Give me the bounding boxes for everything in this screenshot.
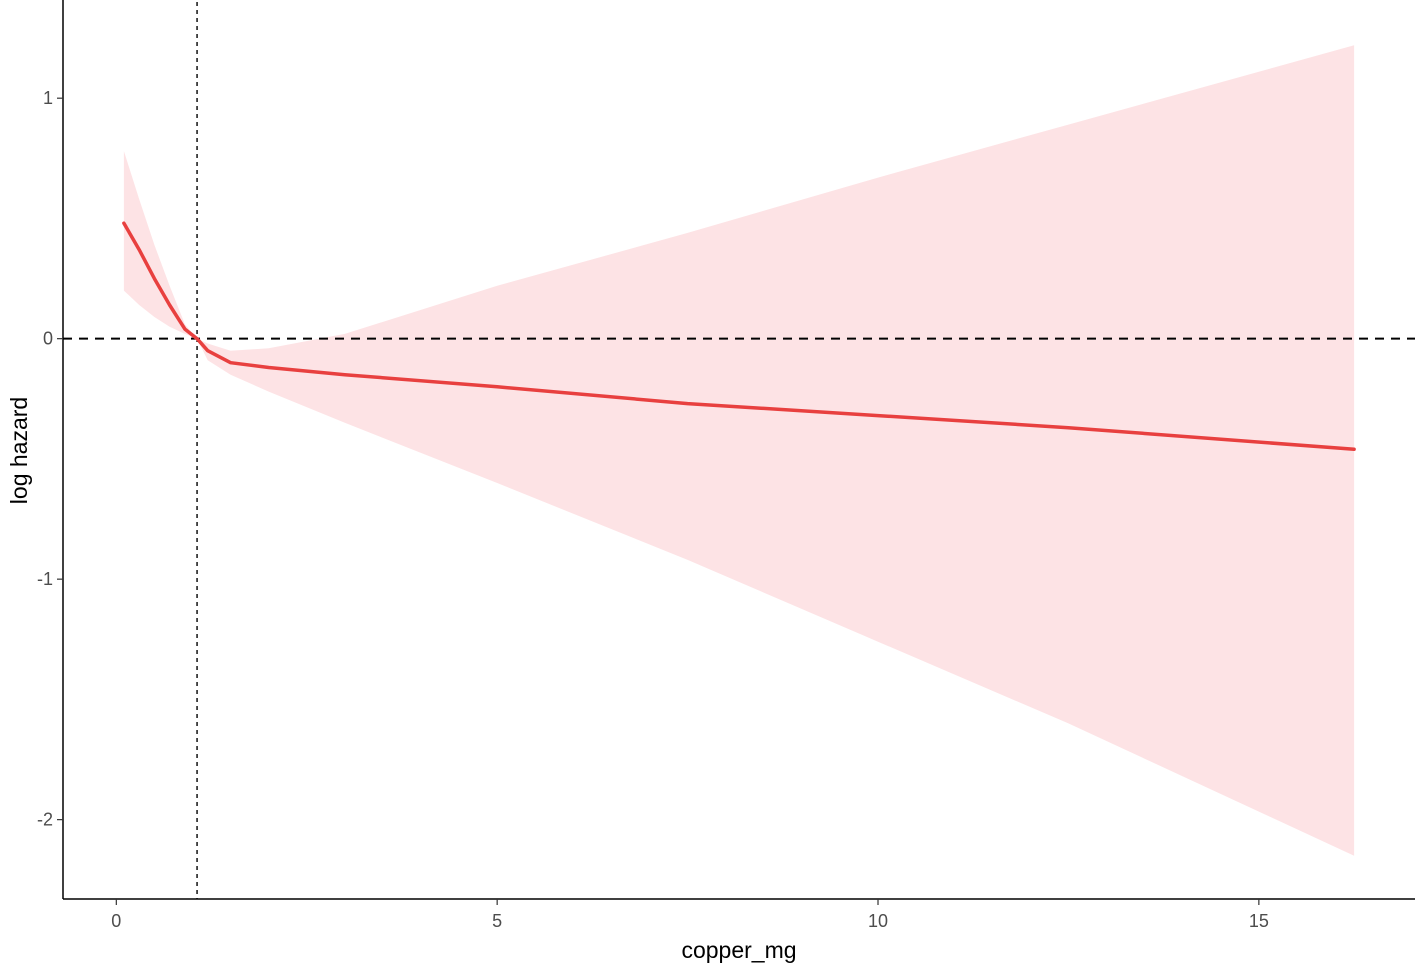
x-tick-label: 0: [111, 911, 121, 931]
x-tick-label: 15: [1249, 911, 1269, 931]
series-layer: [122, 221, 1356, 452]
reference-line-layer: [63, 2, 1415, 899]
x-axis-title: copper_mg: [681, 937, 796, 963]
x-tick-label: 10: [868, 911, 888, 931]
y-tick-label: -1: [37, 569, 53, 589]
confidence-band: [123, 45, 1355, 856]
confidence-band-layer: [123, 45, 1355, 856]
y-axis-title: log hazard: [6, 397, 32, 504]
estimate-line: [122, 221, 1356, 452]
y-tick-label: -2: [37, 810, 53, 830]
x-tick-label: 5: [492, 911, 502, 931]
y-tick-label: 1: [43, 88, 53, 108]
axis-layer: [62, 0, 1415, 900]
y-tick-label: 0: [43, 329, 53, 349]
